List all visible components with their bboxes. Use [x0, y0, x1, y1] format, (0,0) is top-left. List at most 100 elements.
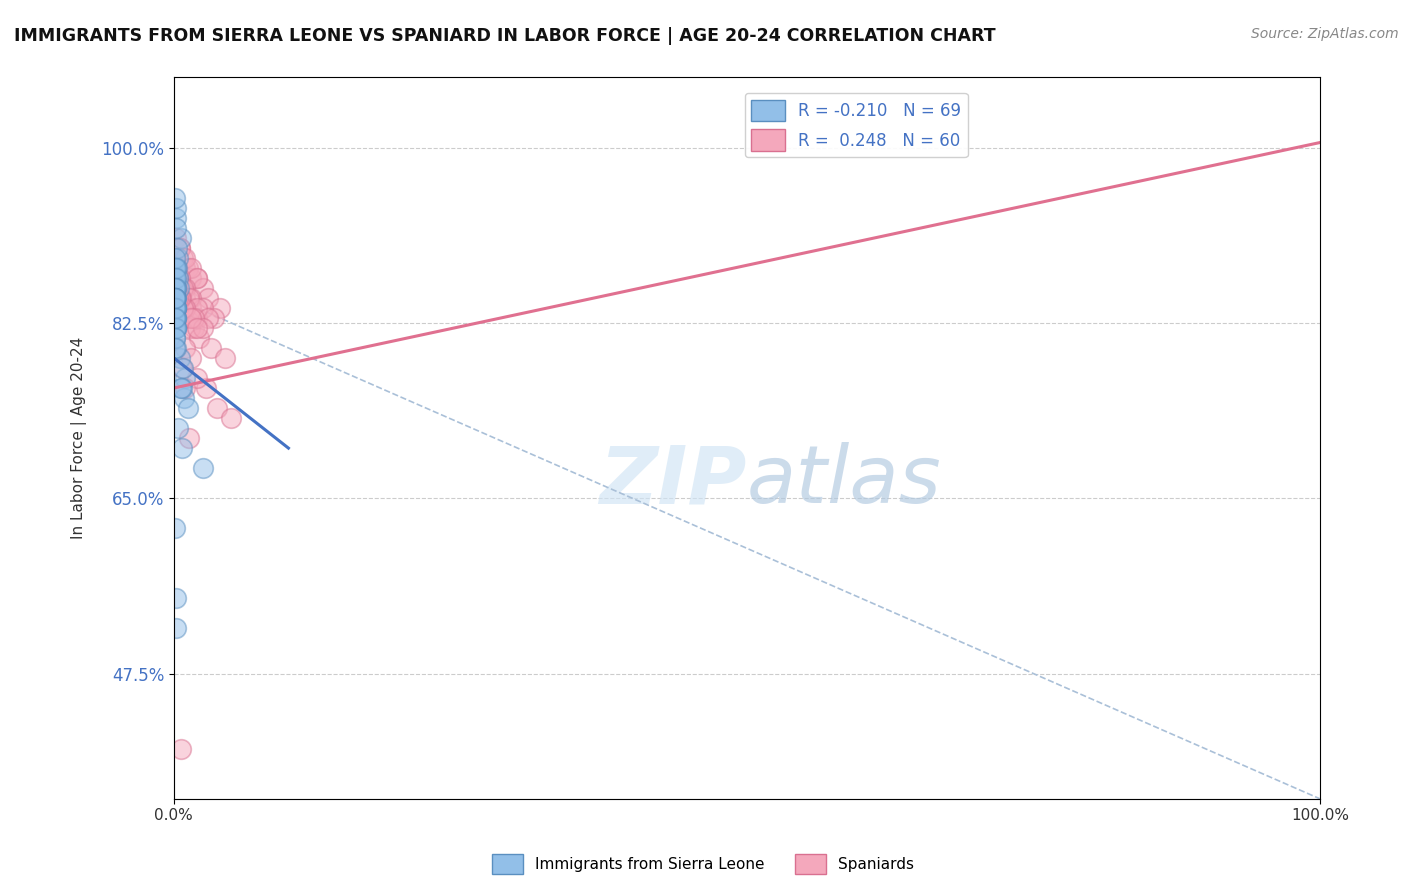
Point — [180, 291, 202, 305]
Point — [173, 391, 195, 405]
Point — [214, 351, 236, 365]
Point — [165, 321, 187, 335]
Point — [183, 321, 205, 335]
Point — [167, 251, 190, 265]
Point — [174, 281, 197, 295]
Point — [170, 361, 193, 376]
Point — [194, 381, 217, 395]
Text: IMMIGRANTS FROM SIERRA LEONE VS SPANIARD IN LABOR FORCE | AGE 20-24 CORRELATION : IMMIGRANTS FROM SIERRA LEONE VS SPANIARD… — [14, 27, 995, 45]
Point — [183, 310, 205, 325]
Point — [165, 281, 187, 295]
Point — [165, 270, 187, 285]
Point — [170, 381, 193, 395]
Point — [165, 291, 187, 305]
Point — [180, 260, 202, 275]
Point — [165, 201, 187, 215]
Point — [167, 291, 190, 305]
Point — [166, 281, 188, 295]
Point — [165, 341, 187, 355]
Text: ZIP: ZIP — [599, 442, 747, 520]
Point — [167, 291, 190, 305]
Point — [167, 421, 190, 435]
Y-axis label: In Labor Force | Age 20-24: In Labor Force | Age 20-24 — [72, 337, 87, 540]
Point — [165, 281, 187, 295]
Point — [186, 321, 208, 335]
Point — [169, 351, 191, 365]
Point — [165, 281, 187, 295]
Point — [219, 411, 242, 425]
Point — [173, 310, 195, 325]
Point — [165, 301, 187, 315]
Point — [172, 301, 194, 315]
Text: Source: ZipAtlas.com: Source: ZipAtlas.com — [1251, 27, 1399, 41]
Point — [165, 260, 187, 275]
Point — [165, 331, 187, 345]
Point — [163, 301, 186, 315]
Point — [174, 251, 197, 265]
Point — [165, 321, 187, 335]
Point — [165, 301, 187, 315]
Point — [165, 301, 187, 315]
Point — [197, 310, 219, 325]
Point — [200, 341, 222, 355]
Point — [180, 301, 202, 315]
Point — [163, 281, 186, 295]
Point — [165, 291, 187, 305]
Point — [186, 310, 208, 325]
Point — [197, 291, 219, 305]
Point — [165, 301, 187, 315]
Point — [170, 381, 193, 395]
Point — [163, 301, 186, 315]
Point — [180, 310, 202, 325]
Point — [163, 291, 186, 305]
Point — [163, 251, 186, 265]
Point — [174, 341, 197, 355]
Point — [186, 270, 208, 285]
Point — [170, 441, 193, 455]
Point — [188, 331, 211, 345]
Point — [191, 281, 214, 295]
Point — [165, 291, 187, 305]
Point — [165, 301, 187, 315]
Point — [180, 351, 202, 365]
Point — [165, 301, 187, 315]
Point — [174, 381, 197, 395]
Point — [163, 291, 186, 305]
Point — [165, 260, 187, 275]
Point — [186, 371, 208, 385]
Point — [165, 231, 187, 245]
Point — [170, 301, 193, 315]
Point — [207, 401, 229, 415]
Point — [174, 301, 197, 315]
Point — [166, 260, 188, 275]
Point — [176, 260, 198, 275]
Point — [202, 310, 225, 325]
Point — [165, 220, 187, 235]
Point — [169, 241, 191, 255]
Point — [163, 321, 186, 335]
Point — [177, 431, 200, 445]
Point — [165, 310, 187, 325]
Point — [170, 231, 193, 245]
Point — [165, 310, 187, 325]
Point — [208, 301, 231, 315]
Point — [166, 281, 188, 295]
Point — [191, 301, 214, 315]
Point — [191, 321, 214, 335]
Point — [169, 241, 191, 255]
Point — [165, 291, 187, 305]
Point — [179, 321, 201, 335]
Point — [163, 310, 186, 325]
Point — [180, 270, 202, 285]
Point — [165, 331, 187, 345]
Point — [167, 281, 190, 295]
Point — [165, 321, 187, 335]
Point — [169, 270, 191, 285]
Point — [163, 521, 186, 535]
Point — [165, 622, 187, 636]
Point — [165, 301, 187, 315]
Point — [163, 270, 186, 285]
Point — [165, 310, 187, 325]
Point — [186, 270, 208, 285]
Point — [167, 270, 190, 285]
